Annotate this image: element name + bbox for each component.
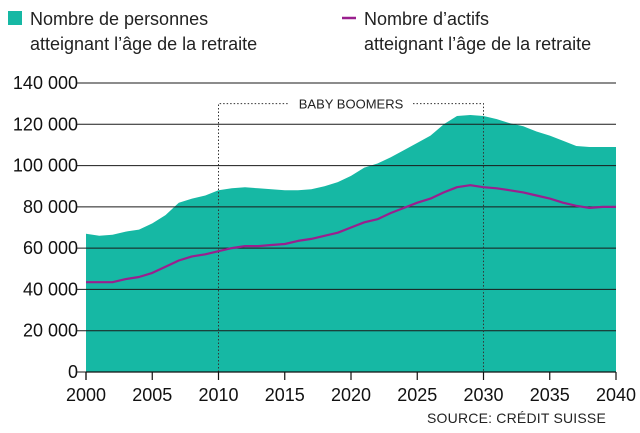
source-note: SOURCE: CRÉDIT SUISSE <box>427 410 606 426</box>
xtick-label-2015: 2015 <box>265 385 305 405</box>
xtick-label-2040: 2040 <box>596 385 636 405</box>
plot-area: 0 20 000 40 000 60 000 80 000 100 000 120 000 1… <box>13 73 636 405</box>
ytick-label-140000: 140 000 <box>13 73 78 93</box>
ytick-label-80000: 80 000 <box>23 197 78 217</box>
legend-line-label-line2: atteignant l’âge de la retraite <box>364 34 591 54</box>
baby-boomers-annotation-label: BABY BOOMERS <box>299 97 404 112</box>
legend: Nombre de personnes atteignant l’âge de … <box>8 9 591 54</box>
xtick-label-2035: 2035 <box>530 385 570 405</box>
ytick-label-40000: 40 000 <box>23 279 78 299</box>
legend-area-label-line2: atteignant l’âge de la retraite <box>30 34 257 54</box>
ytick-label-20000: 20 000 <box>23 321 78 341</box>
ytick-label-120000: 120 000 <box>13 114 78 134</box>
xtick-label-2025: 2025 <box>397 385 437 405</box>
ytick-label-0: 0 <box>68 362 78 382</box>
line-active-persons <box>86 184 616 284</box>
xtick-label-2005: 2005 <box>132 385 172 405</box>
xtick-label-2010: 2010 <box>198 385 238 405</box>
legend-line-label-line1: Nombre d’actifs <box>364 9 489 29</box>
annotation-bracket-right <box>413 103 484 372</box>
xtick-label-2020: 2020 <box>331 385 371 405</box>
legend-area-label-line1: Nombre de personnes <box>30 9 208 29</box>
legend-area-swatch <box>8 11 22 25</box>
ytick-label-100000: 100 000 <box>13 156 78 176</box>
ytick-label-60000: 60 000 <box>23 238 78 258</box>
xtick-label-2030: 2030 <box>463 385 503 405</box>
xtick-label-2000: 2000 <box>66 385 106 405</box>
area-retirement-age-persons <box>86 115 616 372</box>
annotation-bracket-left <box>218 103 289 372</box>
